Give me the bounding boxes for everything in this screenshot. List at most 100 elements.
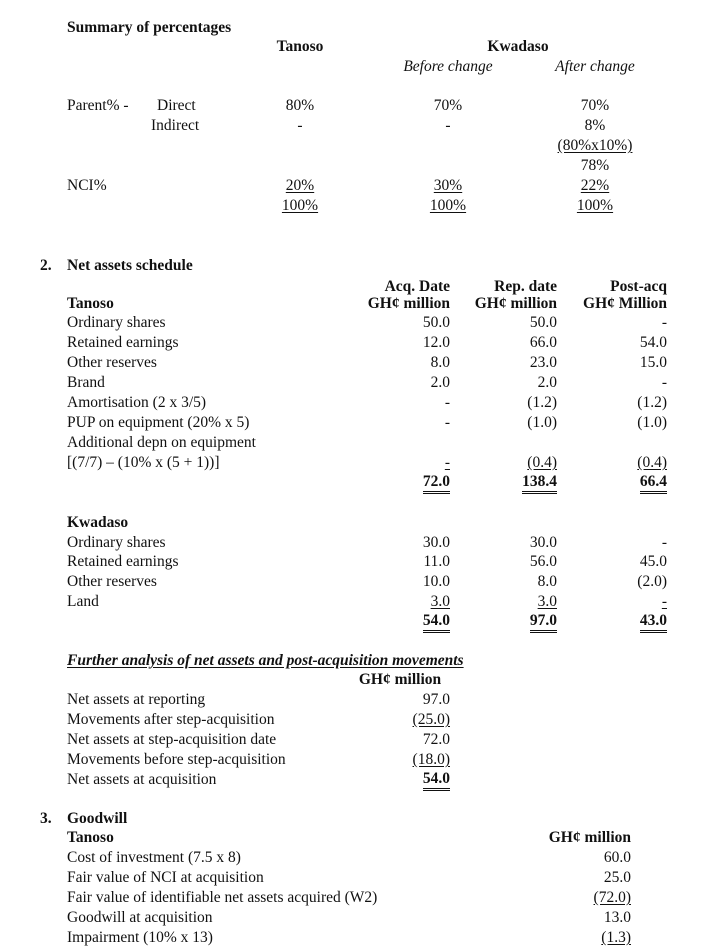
row-label: Amortisation (2 x 3/5) xyxy=(67,394,207,411)
row-label: Retained earnings xyxy=(67,553,179,570)
value-cell: (25.0) xyxy=(412,711,450,728)
total-cell: 72.0 xyxy=(422,473,450,494)
value-cell: 25.0 xyxy=(603,869,631,886)
column-unit: GH¢ million xyxy=(548,829,631,846)
column-unit: GH¢ million xyxy=(474,295,557,312)
column-unit: GH¢ million xyxy=(367,295,450,312)
value-cell: - xyxy=(661,374,667,391)
value-cell: 30.0 xyxy=(529,534,557,551)
percentage-cell: 8% xyxy=(584,117,606,134)
section-number: 2. xyxy=(40,257,52,274)
total-cell: 97.0 xyxy=(529,612,557,633)
value-cell: 56.0 xyxy=(529,553,557,570)
row-label: Fair value of NCI at acquisition xyxy=(67,869,264,886)
value-cell: 2.0 xyxy=(537,374,557,391)
value-cell: 50.0 xyxy=(422,314,450,331)
percentage-cell: - xyxy=(445,117,451,134)
percentage-cell: (80%x10%) xyxy=(557,137,633,154)
value-cell: - xyxy=(444,394,450,411)
value-cell: 30.0 xyxy=(422,534,450,551)
percentage-cell: 80% xyxy=(285,97,315,114)
value-cell: 13.0 xyxy=(603,909,631,926)
row-label: Land xyxy=(67,593,99,610)
value-cell: 15.0 xyxy=(639,354,667,371)
row-label: Parent% - xyxy=(67,97,129,114)
value-cell: (1.0) xyxy=(637,414,667,431)
row-label: Net assets at reporting xyxy=(67,691,206,708)
row-label: NCI% xyxy=(67,177,107,194)
row-label: Movements before step-acquisition xyxy=(67,751,286,768)
percentage-cell: 30% xyxy=(433,177,463,194)
row-label: [(7/7) – (10% x (5 + 1))] xyxy=(67,454,220,471)
value-cell: 72.0 xyxy=(422,731,450,748)
value-cell: 11.0 xyxy=(423,553,450,570)
value-cell: - xyxy=(444,454,450,471)
value-cell: 3.0 xyxy=(537,593,557,610)
value-cell: (0.4) xyxy=(527,454,557,471)
value-cell: 54.0 xyxy=(639,334,667,351)
value-cell: (18.0) xyxy=(412,751,450,768)
value-cell: 66.0 xyxy=(529,334,557,351)
percentage-cell: 22% xyxy=(580,177,610,194)
value-cell: 97.0 xyxy=(422,691,450,708)
total-cell: 66.4 xyxy=(639,473,667,494)
column-subheader-before: Before change xyxy=(403,58,493,75)
row-label: Net assets at step-acquisition date xyxy=(67,731,277,748)
column-header: Rep. date xyxy=(494,278,557,295)
subsidiary-heading: Tanoso xyxy=(67,295,114,312)
row-label: PUP on equipment (20% x 5) xyxy=(67,414,250,431)
value-cell: 12.0 xyxy=(422,334,450,351)
row-label: Retained earnings xyxy=(67,334,179,351)
value-cell: (1.0) xyxy=(527,414,557,431)
percentage-cell: 78% xyxy=(580,157,610,174)
subsidiary-heading: Kwadaso xyxy=(67,514,129,531)
row-label: Impairment (10% x 13) xyxy=(67,929,213,946)
total-cell: 138.4 xyxy=(522,473,557,494)
row-sublabel: Direct xyxy=(157,97,196,114)
value-cell: - xyxy=(444,414,450,431)
percentage-cell: 20% xyxy=(285,177,315,194)
row-label: Brand xyxy=(67,374,105,391)
row-label: Movements after step-acquisition xyxy=(67,711,275,728)
total-cell: 54.0 xyxy=(422,612,450,633)
section-title: Summary of percentages xyxy=(67,19,232,36)
row-label: Net assets at acquisition xyxy=(67,771,217,788)
value-cell: (72.0) xyxy=(593,889,631,906)
column-header-kwadaso: Kwadaso xyxy=(487,38,549,55)
subsidiary-heading: Tanoso xyxy=(67,829,114,846)
section-number: 3. xyxy=(40,810,52,827)
value-cell: 8.0 xyxy=(430,354,450,371)
row-label: Other reserves xyxy=(67,354,157,371)
row-label: Ordinary shares xyxy=(67,534,166,551)
analysis-title: Further analysis of net assets and post-… xyxy=(67,652,464,669)
column-unit: GH¢ Million xyxy=(583,295,667,312)
total-cell: 43.0 xyxy=(639,612,667,633)
column-header: Acq. Date xyxy=(384,278,450,295)
row-sublabel: Indirect xyxy=(151,117,200,134)
value-cell: - xyxy=(661,314,667,331)
percentage-cell: 70% xyxy=(580,97,610,114)
row-label: Additional depn on equipment xyxy=(67,434,256,451)
value-cell: - xyxy=(661,593,667,610)
value-cell: (1.2) xyxy=(637,394,667,411)
percentage-total: 100% xyxy=(281,197,319,214)
value-cell: (1.3) xyxy=(601,929,631,946)
value-cell: 60.0 xyxy=(603,849,631,866)
value-cell: 45.0 xyxy=(639,553,667,570)
value-cell: (1.2) xyxy=(527,394,557,411)
column-unit: GH¢ million xyxy=(358,671,442,688)
value-cell: 50.0 xyxy=(529,314,557,331)
row-label: Cost of investment (7.5 x 8) xyxy=(67,849,241,866)
value-cell: (2.0) xyxy=(637,573,667,590)
value-cell: 8.0 xyxy=(537,573,557,590)
column-header: Post-acq xyxy=(610,278,667,295)
value-cell: 23.0 xyxy=(529,354,557,371)
row-label: Goodwill at acquisition xyxy=(67,909,213,926)
value-cell: 3.0 xyxy=(430,593,450,610)
value-cell: 10.0 xyxy=(422,573,450,590)
percentage-cell: - xyxy=(297,117,303,134)
section-title: Goodwill xyxy=(67,810,128,827)
column-header-tanoso: Tanoso xyxy=(276,38,324,55)
row-label: Fair value of identifiable net assets ac… xyxy=(67,889,378,906)
percentage-cell: 70% xyxy=(433,97,463,114)
